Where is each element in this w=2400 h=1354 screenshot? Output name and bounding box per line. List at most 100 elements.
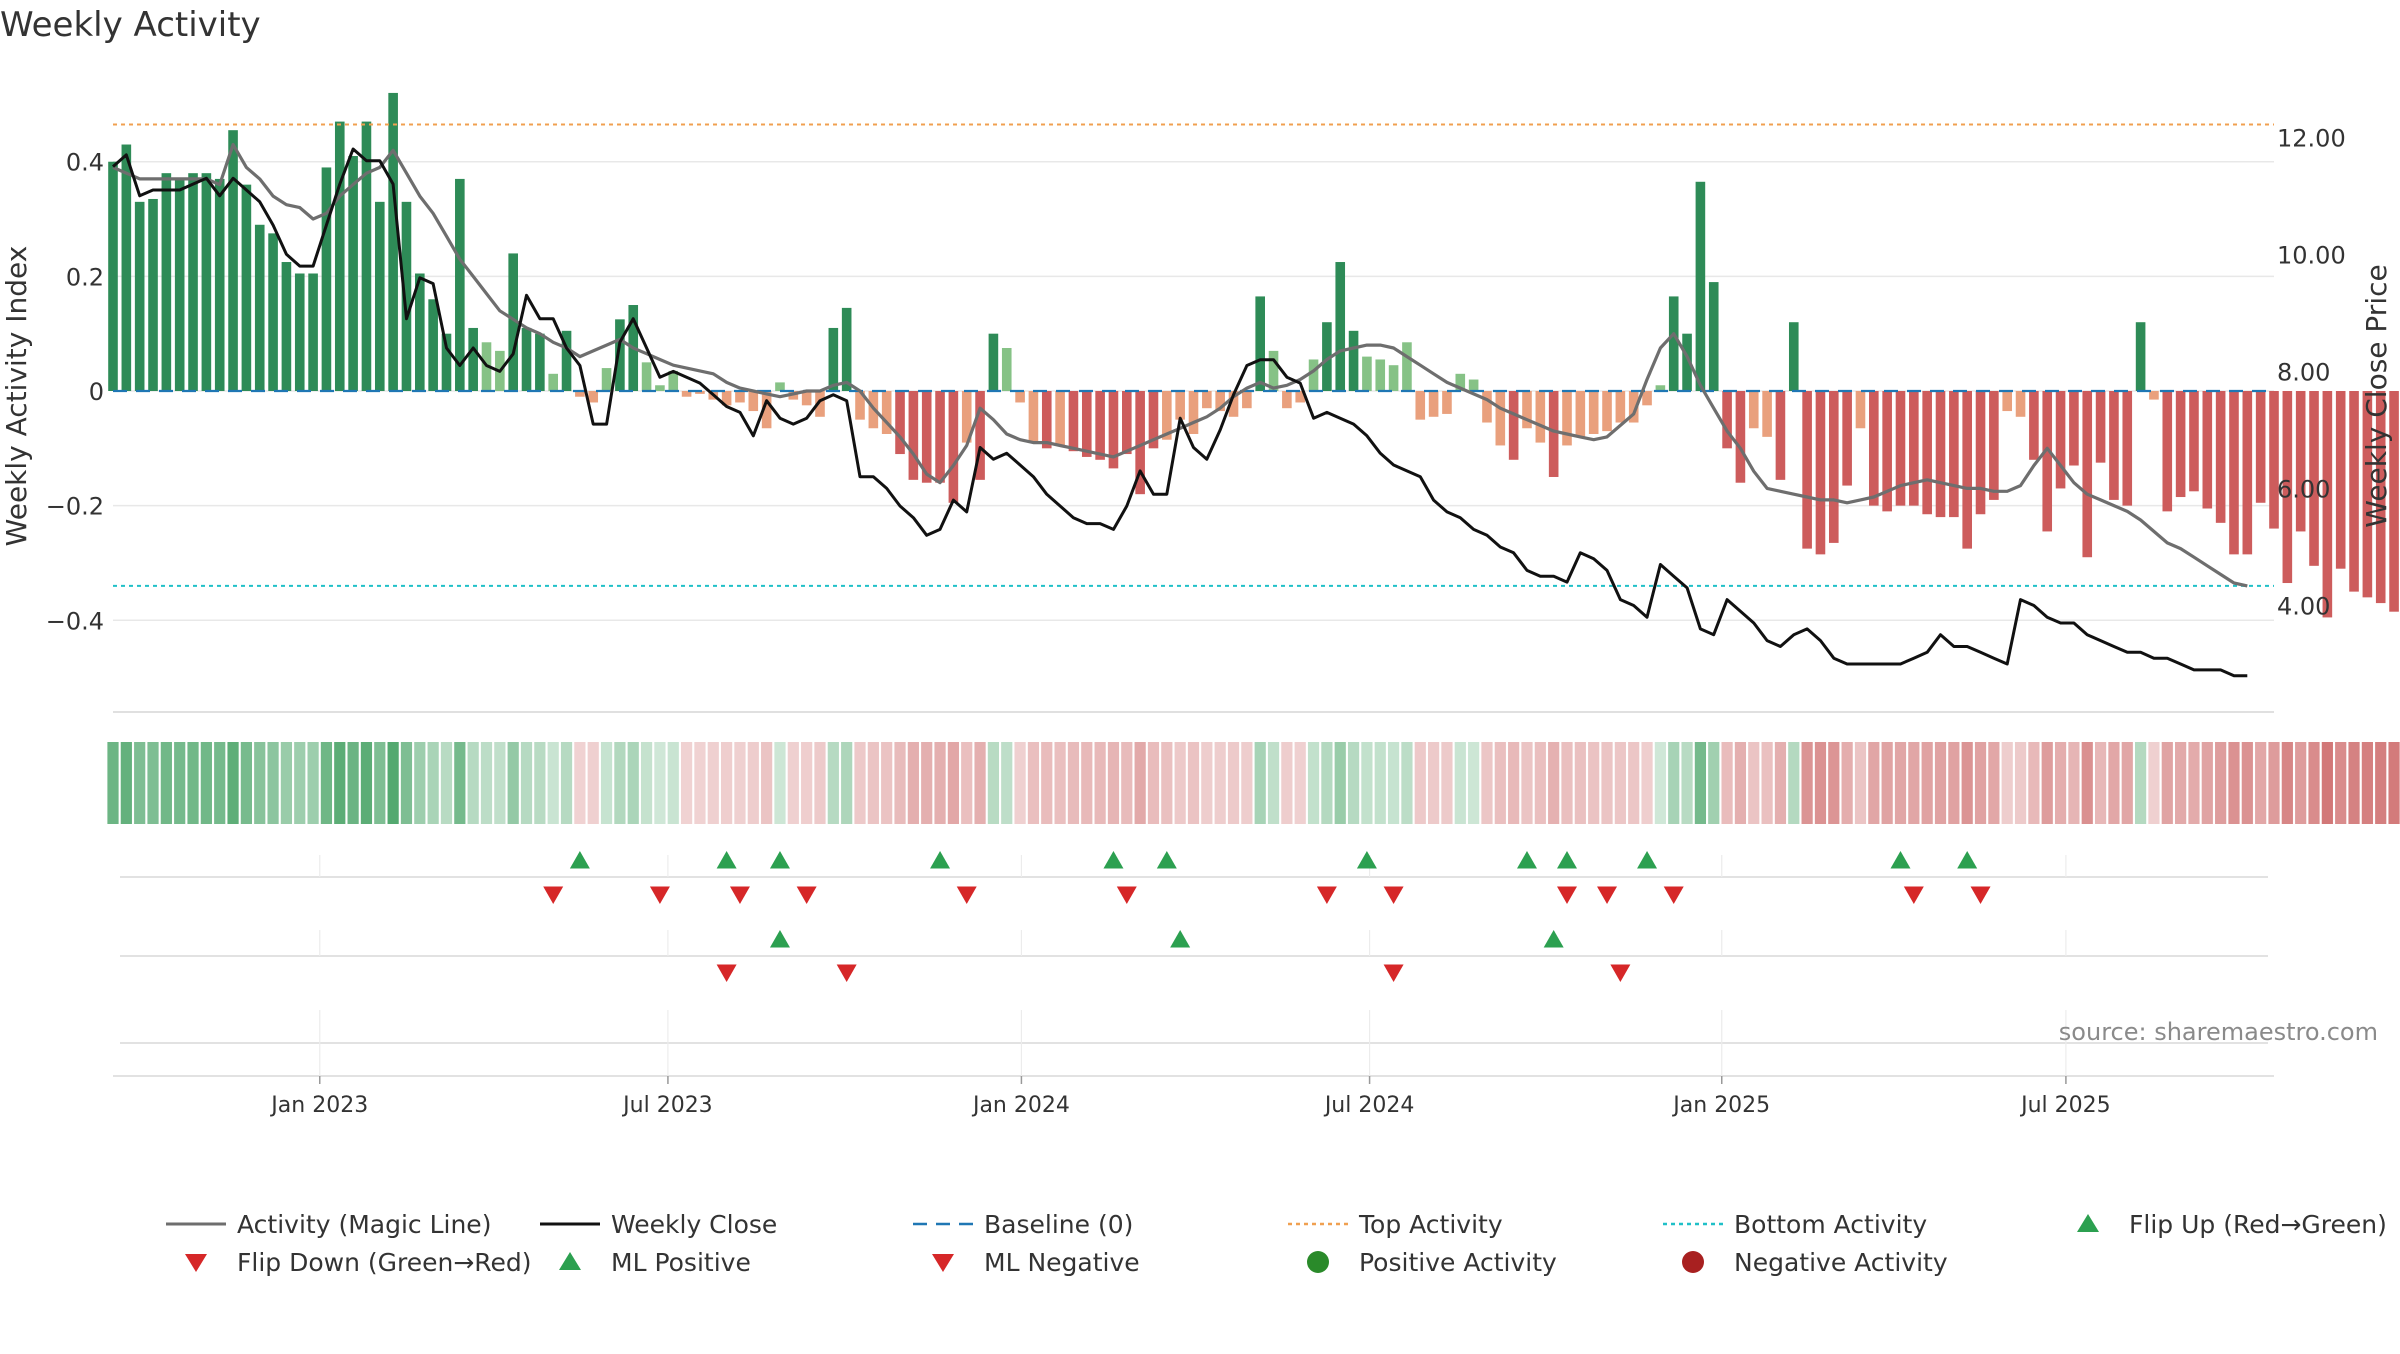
heat-cell — [1294, 742, 1306, 824]
activity-bar — [1735, 391, 1746, 483]
heat-cell — [214, 742, 226, 824]
activity-bar — [588, 391, 599, 403]
activity-bar — [241, 184, 252, 391]
activity-bar — [148, 198, 158, 391]
heat-cell — [400, 742, 413, 824]
heat-cell — [2028, 742, 2040, 824]
activity-bar — [2189, 391, 2199, 492]
activity-bar — [388, 92, 398, 391]
heat-cell — [200, 742, 212, 824]
flip-down-marker — [1316, 886, 1337, 904]
legend-swatch-down-triangle — [185, 1254, 207, 1272]
heat-cell — [1201, 742, 1213, 824]
activity-bar — [681, 391, 692, 397]
y-left-tick-label: −0.2 — [46, 493, 104, 521]
activity-bar — [2389, 391, 2399, 612]
activity-bar — [2149, 391, 2159, 400]
heat-cell — [1147, 742, 1160, 824]
heat-cell — [1721, 742, 1733, 824]
heat-cell — [347, 742, 359, 824]
activity-bar — [1415, 391, 1426, 420]
heat-cell — [120, 742, 132, 824]
activity-bar — [2269, 391, 2279, 529]
activity-bar — [548, 373, 559, 391]
legend-swatch-circle — [1307, 1251, 1329, 1273]
heat-cell — [1841, 742, 1853, 824]
activity-bar — [1215, 391, 1225, 412]
activity-bar — [1962, 391, 1972, 549]
activity-bar — [1722, 391, 1732, 449]
heat-cell — [2188, 742, 2200, 824]
activity-bar — [268, 233, 278, 391]
activity-bar — [1468, 379, 1479, 391]
activity-bar — [294, 273, 305, 391]
activity-bar — [374, 201, 385, 391]
heat-cell — [240, 742, 252, 824]
legend: Activity (Magic Line) Weekly Close Baselin… — [166, 1210, 2387, 1277]
heat-cell — [320, 742, 333, 824]
activity-bar — [2229, 391, 2239, 555]
heat-cell — [1534, 742, 1546, 824]
heat-cell — [1508, 742, 1520, 824]
activity-bar — [1909, 391, 1919, 506]
heat-cell — [1334, 742, 1346, 824]
y-axis-left-label: Weekly Activity Index — [0, 246, 33, 547]
activity-bar — [1949, 391, 1959, 518]
heat-cell — [1614, 742, 1626, 824]
activity-bar — [2069, 391, 2079, 466]
heat-cell — [2321, 742, 2333, 824]
activity-bar — [2295, 391, 2306, 532]
activity-bar — [1162, 391, 1172, 440]
heat-cell — [1187, 742, 1200, 824]
heat-cell — [881, 742, 893, 824]
heat-cell — [2148, 742, 2160, 824]
heat-cell — [1481, 742, 1493, 824]
activity-bar — [1322, 322, 1332, 391]
heat-cell — [627, 742, 639, 824]
heat-cell — [1374, 742, 1386, 824]
activity-bar — [1282, 391, 1292, 409]
y-left-tick-label: 0.4 — [66, 149, 104, 177]
heat-cell — [1107, 742, 1120, 824]
activity-bar — [1202, 391, 1212, 409]
heat-cell — [1428, 742, 1440, 824]
heat-cell — [1628, 742, 1640, 824]
heat-cell — [1014, 742, 1026, 824]
activity-bar — [668, 370, 679, 391]
activity-bar — [1188, 391, 1199, 434]
activity-bar — [775, 382, 785, 391]
activity-bar — [254, 224, 265, 391]
y-right-tick-label: 10.00 — [2277, 241, 2346, 269]
heat-cell — [1601, 742, 1613, 824]
heat-cell — [2361, 742, 2373, 824]
heat-cell — [574, 742, 586, 824]
activity-bar — [1535, 391, 1546, 443]
heat-cell — [334, 742, 346, 824]
magic-line-series — [112, 142, 2248, 588]
heat-cell — [1227, 742, 1240, 824]
activity-bar — [2282, 391, 2293, 584]
activity-bar — [1775, 391, 1786, 480]
activity-bar — [1255, 296, 1265, 391]
activity-bar — [1348, 330, 1359, 391]
activity-bar — [468, 327, 478, 391]
activity-bar — [1135, 391, 1145, 495]
y-right-tick-label: 4.00 — [2277, 592, 2330, 620]
heat-cell — [734, 742, 746, 824]
heat-cell — [1081, 742, 1093, 824]
axes-layer: 0.4 0.2 0 −0.2 −0.4 12.00 10.00 8.00 6.00 4.00 Jan… — [46, 124, 2346, 1118]
flip-up-marker — [1103, 851, 1124, 869]
flip-up-marker — [716, 851, 737, 869]
heat-cell — [2375, 742, 2387, 824]
activity-bars — [108, 92, 2399, 618]
flip-up-marker — [1356, 851, 1377, 869]
activity-bar — [321, 167, 332, 391]
legend-label: ML Negative — [984, 1248, 1140, 1277]
x-tick-label: Jan 2025 — [1671, 1093, 1770, 1118]
heat-cell — [187, 742, 199, 824]
flip-down-marker — [1663, 886, 1684, 904]
heat-cell — [360, 742, 373, 824]
activity-bar — [214, 178, 225, 391]
heat-cell — [1347, 742, 1360, 824]
activity-bar — [1482, 391, 1492, 423]
